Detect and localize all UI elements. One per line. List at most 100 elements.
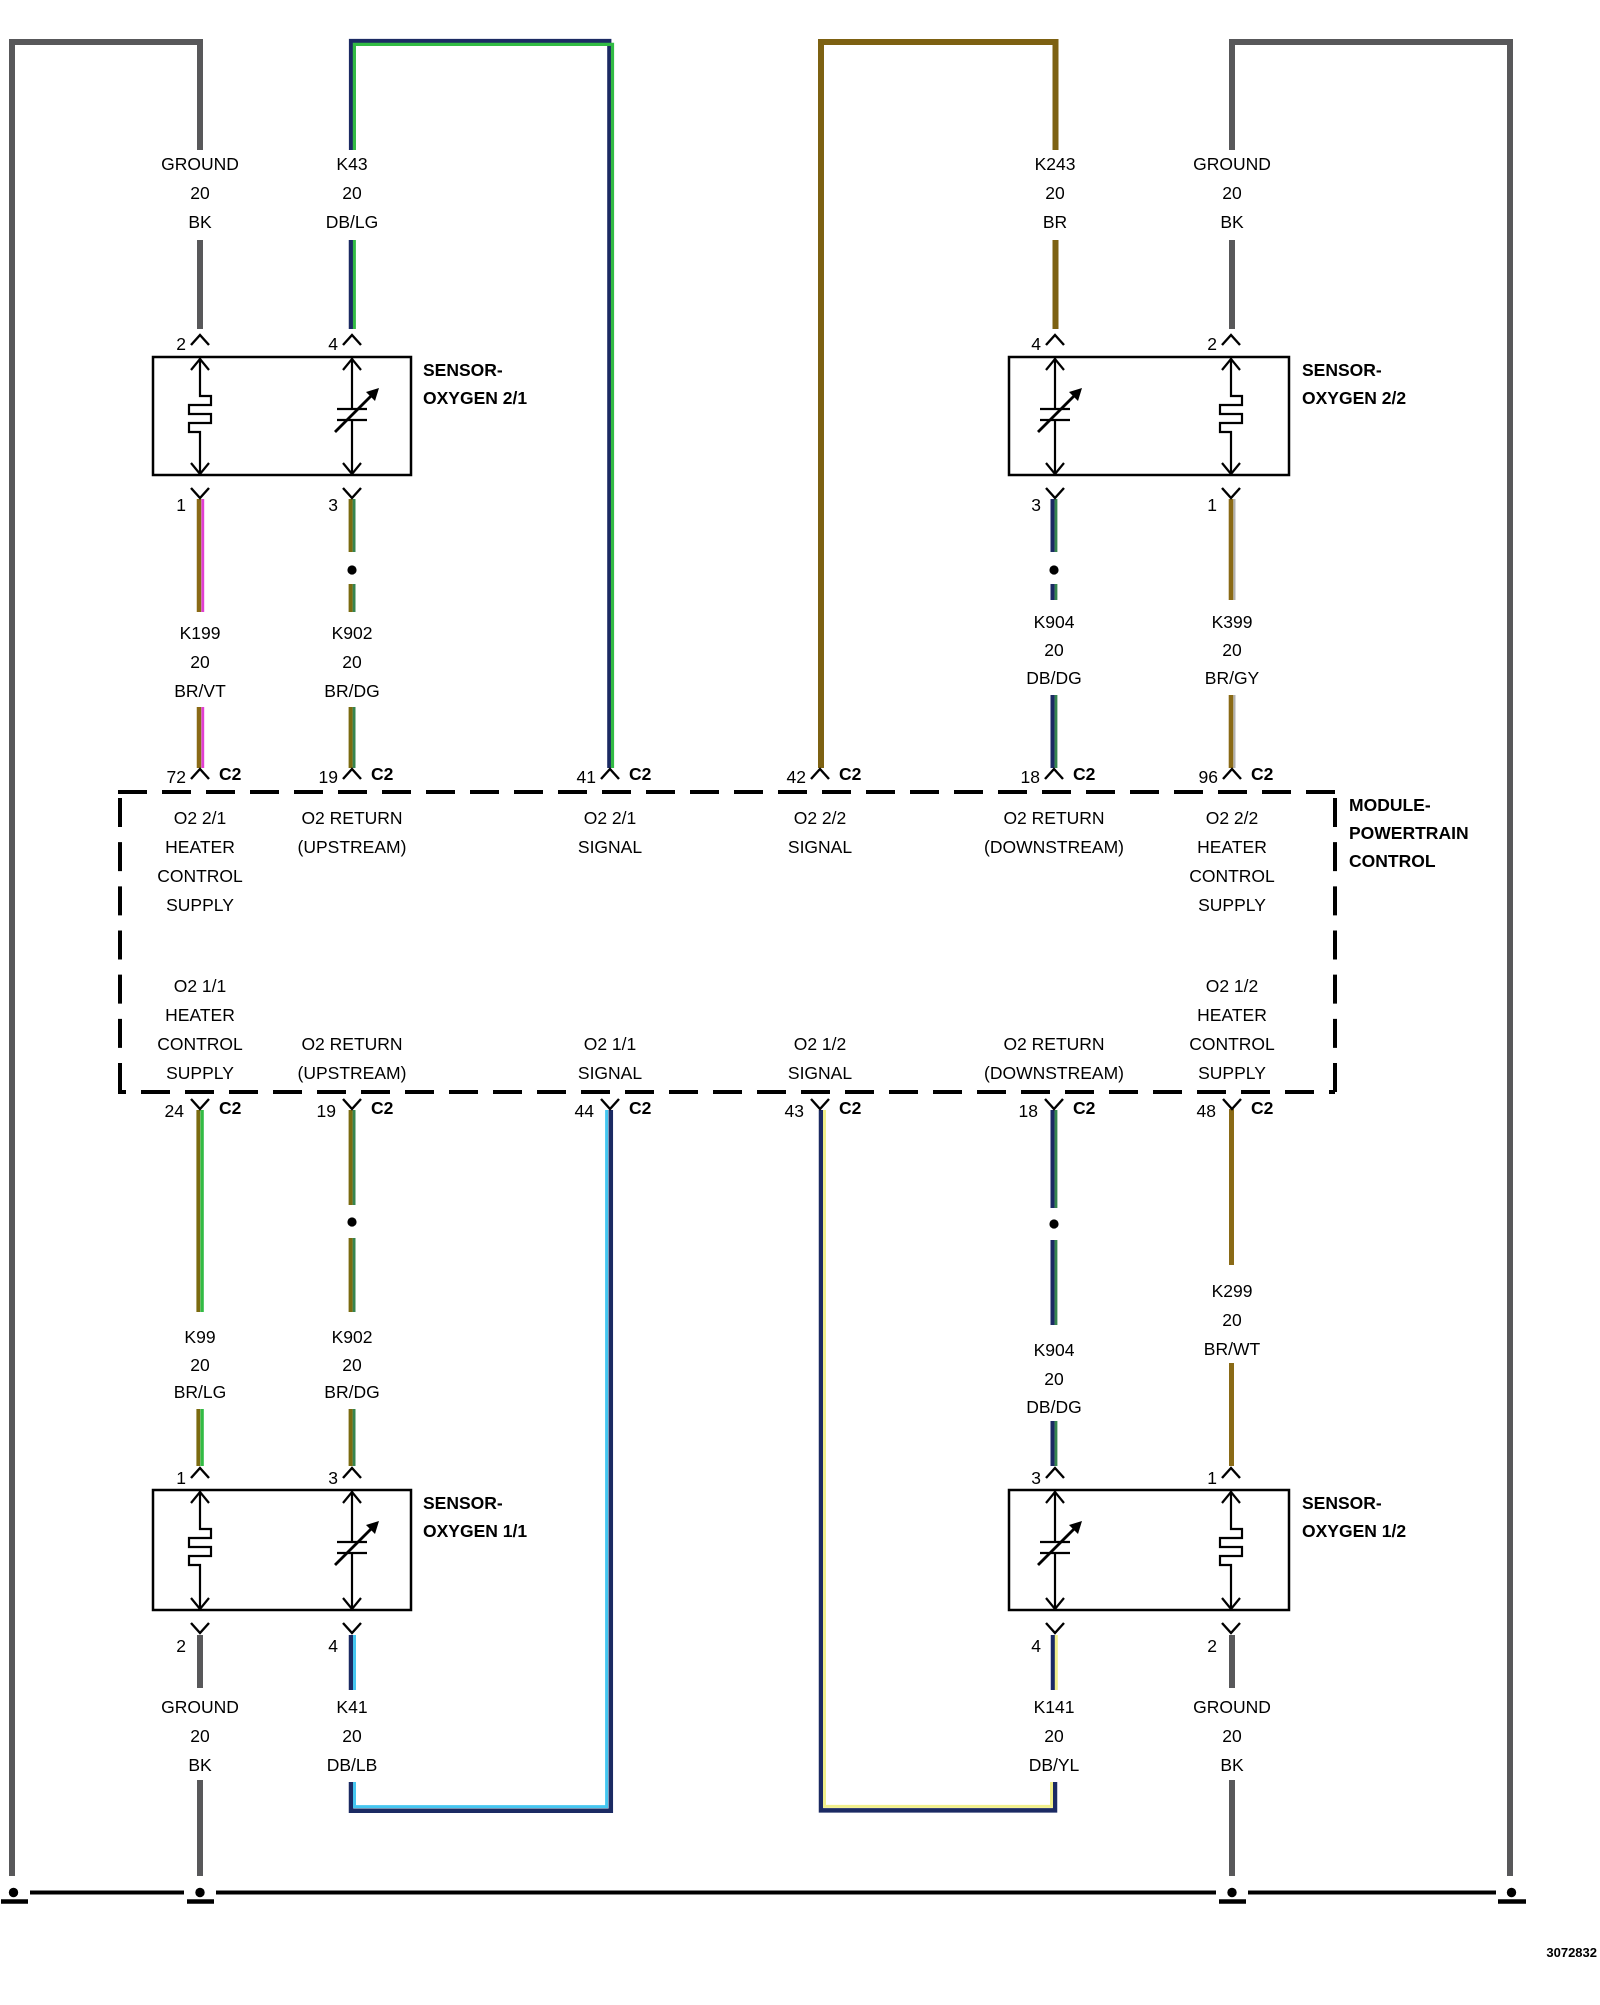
svg-text:BK: BK [1220, 1755, 1244, 1775]
svg-text:19: 19 [319, 767, 338, 787]
svg-text:SUPPLY: SUPPLY [1198, 895, 1266, 915]
svg-text:2: 2 [1207, 334, 1217, 354]
svg-text:SENSOR-: SENSOR- [423, 1493, 503, 1513]
svg-text:MODULE-: MODULE- [1349, 795, 1431, 815]
svg-text:HEATER: HEATER [1197, 837, 1267, 857]
svg-text:HEATER: HEATER [165, 837, 235, 857]
svg-text:96: 96 [1199, 767, 1218, 787]
svg-text:BR/DG: BR/DG [324, 1382, 379, 1402]
svg-text:GROUND: GROUND [161, 1697, 239, 1717]
svg-text:O2 2/1: O2 2/1 [584, 808, 637, 828]
svg-text:20: 20 [1044, 1726, 1064, 1746]
svg-text:CONTROL: CONTROL [1349, 851, 1436, 871]
svg-text:K904: K904 [1034, 1340, 1075, 1360]
svg-text:24: 24 [165, 1101, 185, 1121]
svg-text:GROUND: GROUND [1193, 154, 1271, 174]
svg-text:O2 2/2: O2 2/2 [794, 808, 847, 828]
svg-text:20: 20 [190, 1726, 210, 1746]
svg-text:SENSOR-: SENSOR- [1302, 360, 1382, 380]
svg-text:2: 2 [176, 1636, 186, 1656]
svg-text:SIGNAL: SIGNAL [788, 837, 852, 857]
svg-text:OXYGEN 1/1: OXYGEN 1/1 [423, 1521, 527, 1541]
svg-text:4: 4 [1031, 334, 1041, 354]
svg-text:20: 20 [1044, 640, 1064, 660]
svg-text:BK: BK [188, 1755, 212, 1775]
svg-text:SENSOR-: SENSOR- [423, 360, 503, 380]
svg-text:SUPPLY: SUPPLY [166, 1063, 234, 1083]
svg-text:(UPSTREAM): (UPSTREAM) [298, 1063, 407, 1083]
svg-text:OXYGEN 1/2: OXYGEN 1/2 [1302, 1521, 1406, 1541]
svg-text:44: 44 [575, 1101, 595, 1121]
svg-text:C2: C2 [219, 1098, 242, 1118]
svg-text:K902: K902 [332, 623, 373, 643]
svg-text:DB/YL: DB/YL [1029, 1755, 1080, 1775]
svg-text:48: 48 [1197, 1101, 1216, 1121]
svg-text:(UPSTREAM): (UPSTREAM) [298, 837, 407, 857]
svg-text:18: 18 [1019, 1101, 1038, 1121]
svg-text:K299: K299 [1212, 1281, 1253, 1301]
svg-text:4: 4 [1031, 1636, 1041, 1656]
svg-text:72: 72 [167, 767, 186, 787]
svg-text:(DOWNSTREAM): (DOWNSTREAM) [984, 1063, 1124, 1083]
svg-text:C2: C2 [1251, 764, 1274, 784]
svg-text:2: 2 [1207, 1636, 1217, 1656]
svg-text:K243: K243 [1035, 154, 1076, 174]
svg-text:20: 20 [1044, 1369, 1064, 1389]
svg-text:3: 3 [1031, 495, 1041, 515]
svg-text:C2: C2 [839, 1098, 862, 1118]
svg-text:DB/DG: DB/DG [1026, 668, 1081, 688]
svg-text:C2: C2 [371, 1098, 394, 1118]
svg-text:4: 4 [328, 1636, 338, 1656]
svg-text:K141: K141 [1034, 1697, 1075, 1717]
svg-text:BR/GY: BR/GY [1205, 668, 1260, 688]
svg-text:C2: C2 [839, 764, 862, 784]
svg-text:SUPPLY: SUPPLY [166, 895, 234, 915]
svg-text:O2 2/1: O2 2/1 [174, 808, 227, 828]
svg-text:3: 3 [328, 1468, 338, 1488]
svg-text:K902: K902 [332, 1327, 373, 1347]
svg-text:O2 RETURN: O2 RETURN [301, 1034, 402, 1054]
svg-text:OXYGEN 2/1: OXYGEN 2/1 [423, 388, 527, 408]
svg-text:(DOWNSTREAM): (DOWNSTREAM) [984, 837, 1124, 857]
svg-text:4: 4 [328, 334, 338, 354]
svg-text:C2: C2 [1251, 1098, 1274, 1118]
svg-text:GROUND: GROUND [161, 154, 239, 174]
svg-text:K99: K99 [184, 1327, 215, 1347]
svg-text:20: 20 [190, 652, 210, 672]
svg-text:C2: C2 [1073, 764, 1096, 784]
svg-text:20: 20 [1222, 1726, 1242, 1746]
svg-text:K41: K41 [336, 1697, 367, 1717]
svg-text:20: 20 [342, 652, 362, 672]
svg-text:O2 1/1: O2 1/1 [584, 1034, 637, 1054]
svg-text:1: 1 [1207, 1468, 1217, 1488]
svg-text:18: 18 [1021, 767, 1040, 787]
svg-text:CONTROL: CONTROL [157, 866, 243, 886]
svg-text:SIGNAL: SIGNAL [788, 1063, 852, 1083]
svg-text:O2 RETURN: O2 RETURN [1003, 808, 1104, 828]
svg-text:CONTROL: CONTROL [1189, 1034, 1275, 1054]
svg-text:DB/LB: DB/LB [327, 1755, 378, 1775]
svg-text:20: 20 [342, 1355, 362, 1375]
svg-text:3: 3 [328, 495, 338, 515]
svg-text:20: 20 [1222, 640, 1242, 660]
svg-text:BR: BR [1043, 212, 1067, 232]
svg-text:20: 20 [190, 1355, 210, 1375]
svg-text:C2: C2 [371, 764, 394, 784]
svg-text:K43: K43 [336, 154, 367, 174]
svg-text:HEATER: HEATER [1197, 1005, 1267, 1025]
svg-text:K904: K904 [1034, 612, 1075, 632]
svg-text:POWERTRAIN: POWERTRAIN [1349, 823, 1469, 843]
svg-text:SIGNAL: SIGNAL [578, 837, 642, 857]
svg-text:SUPPLY: SUPPLY [1198, 1063, 1266, 1083]
svg-text:O2 RETURN: O2 RETURN [301, 808, 402, 828]
svg-text:O2 1/2: O2 1/2 [1206, 976, 1259, 996]
svg-text:41: 41 [577, 767, 596, 787]
svg-text:HEATER: HEATER [165, 1005, 235, 1025]
svg-text:BR/VT: BR/VT [174, 681, 226, 701]
svg-text:K199: K199 [180, 623, 221, 643]
svg-text:19: 19 [317, 1101, 336, 1121]
svg-text:C2: C2 [629, 1098, 652, 1118]
svg-text:1: 1 [1207, 495, 1217, 515]
svg-text:20: 20 [190, 183, 210, 203]
svg-text:1: 1 [176, 1468, 186, 1488]
